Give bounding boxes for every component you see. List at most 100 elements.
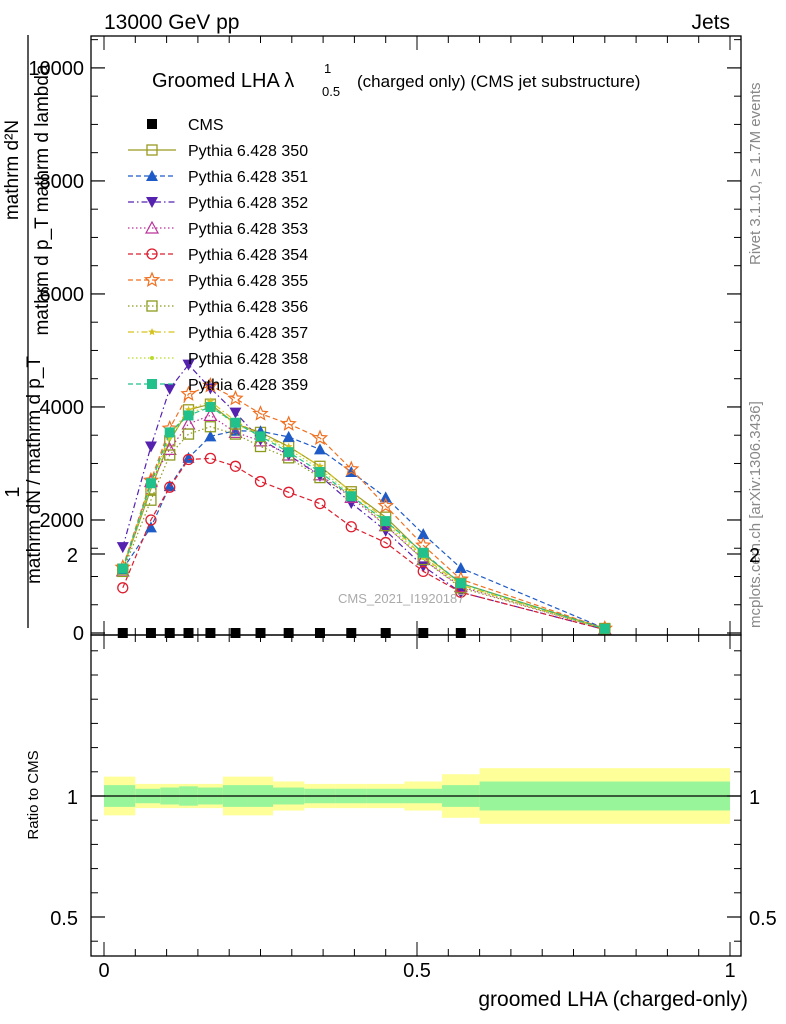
main-y-tick-label: 2000	[40, 510, 85, 532]
data-marker	[182, 453, 195, 466]
main-panel: 0 2000 4000 6000 8000 10000 CMS Pythia 6.428 3…	[28, 35, 742, 645]
main-y-tick-label: 6000	[40, 284, 85, 306]
data-marker	[377, 497, 394, 513]
x-axis-label: groomed LHA (charged-only)	[478, 988, 748, 1011]
data-marker	[205, 401, 216, 412]
ratio-y-label: Ratio to CMS	[25, 750, 42, 839]
data-marker	[145, 478, 156, 489]
data-marker	[345, 521, 357, 533]
legend-item: Pythia 6.428 354	[128, 247, 308, 264]
title-main: Groomed LHA λ	[152, 70, 294, 92]
title-suffix: (charged only) (CMS jet substructure)	[357, 72, 640, 91]
data-marker	[164, 427, 175, 438]
legend-item: Pythia 6.428 359	[128, 377, 308, 394]
legend-label: Pythia 6.428 354	[188, 247, 308, 264]
series-line	[122, 414, 605, 630]
legend-item: Pythia 6.428 351	[128, 169, 308, 186]
data-marker	[346, 628, 357, 638]
legend-label: Pythia 6.428 353	[188, 221, 308, 238]
data-marker	[283, 447, 294, 458]
title-subscript: 0.5	[322, 84, 340, 99]
data-marker	[163, 480, 176, 492]
data-marker	[255, 628, 266, 638]
data-marker	[147, 379, 157, 389]
data-marker	[117, 628, 128, 638]
ratio-y-tick-label: 1	[67, 787, 78, 809]
legend-item: Pythia 6.428 355	[128, 271, 308, 290]
ratio-ticks: 0.5 0.5 1 1 2 2 0 0.5 1	[50, 545, 777, 982]
series-line	[122, 400, 605, 630]
legend-item: Pythia 6.428 357	[128, 325, 308, 342]
data-marker	[180, 385, 197, 401]
data-marker	[144, 220, 160, 234]
y-label-num2: mathrm d p_T mathrm d lambda	[32, 64, 53, 335]
legend-label: CMS	[188, 117, 224, 134]
y-label-one: 1	[2, 486, 24, 497]
legend-item: Pythia 6.428 353	[128, 220, 308, 238]
data-marker	[254, 475, 267, 488]
legend-label: Pythia 6.428 357	[188, 325, 308, 342]
data-marker	[203, 408, 218, 422]
legend-item: Pythia 6.428 352	[128, 195, 308, 212]
ratio-x-tick-label: 0	[98, 960, 109, 982]
ratio-y-tick-label-right: 2	[749, 545, 760, 567]
energy-label: 13000 GeV pp	[104, 11, 239, 34]
data-marker	[229, 428, 242, 440]
data-marker	[205, 628, 216, 638]
main-ticks: 0 2000 4000 6000 8000 10000	[28, 36, 741, 645]
data-marker	[145, 628, 156, 638]
data-marker	[454, 562, 467, 574]
data-marker	[228, 425, 243, 438]
data-marker	[146, 300, 158, 312]
data-marker	[455, 628, 466, 638]
data-marker	[164, 481, 176, 493]
data-marker	[346, 491, 357, 502]
data-marker	[144, 441, 157, 453]
legend-label: Pythia 6.428 350	[188, 143, 308, 160]
y-label-den: mathrm dN / mathrm d p_T	[24, 356, 45, 584]
data-marker	[164, 449, 176, 461]
data-marker	[380, 628, 391, 638]
data-marker	[417, 565, 429, 578]
data-marker	[230, 628, 241, 638]
ratio-y-tick-label-right: 0.5	[749, 908, 777, 930]
y-label-num1: mathrm d²N	[2, 120, 23, 220]
watermark: CMS_2021_I1920187	[338, 591, 465, 606]
main-y-tick-label: 10000	[28, 58, 84, 80]
data-marker	[143, 271, 161, 287]
legend-item: Pythia 6.428 350	[128, 143, 308, 160]
mcplots-label: mcplots.cern.ch [arXiv:1306.3436]	[747, 401, 764, 628]
data-marker	[380, 516, 391, 527]
data-marker	[182, 451, 195, 463]
data-marker	[146, 170, 158, 181]
legend-item: Pythia 6.428 356	[128, 299, 308, 316]
main-y-tick-label: 4000	[40, 397, 85, 419]
data-marker	[204, 421, 217, 433]
data-marker	[314, 466, 325, 477]
data-marker	[204, 452, 217, 465]
data-marker	[343, 460, 360, 477]
legend-label: Pythia 6.428 359	[188, 377, 308, 394]
data-marker	[145, 514, 157, 526]
ratio-frame	[90, 634, 742, 957]
data-marker	[204, 430, 217, 442]
data-marker	[252, 405, 269, 421]
data-marker	[418, 628, 429, 638]
data-marker	[282, 430, 295, 442]
data-marker	[229, 407, 242, 419]
title-superscript: 1	[324, 61, 331, 76]
legend-item: Pythia 6.428 358	[128, 351, 308, 368]
data-marker	[148, 328, 156, 336]
data-marker	[150, 356, 154, 360]
chart-title: Groomed LHA λ 1 0.5 (charged only) (CMS …	[152, 61, 640, 99]
data-marker	[455, 578, 466, 589]
data-marker	[183, 628, 194, 638]
main-series	[114, 359, 613, 638]
data-marker	[379, 491, 392, 503]
series-line	[122, 363, 605, 631]
data-marker	[116, 542, 129, 554]
data-marker	[311, 429, 329, 445]
series-cms	[117, 628, 466, 638]
data-marker	[283, 486, 295, 498]
